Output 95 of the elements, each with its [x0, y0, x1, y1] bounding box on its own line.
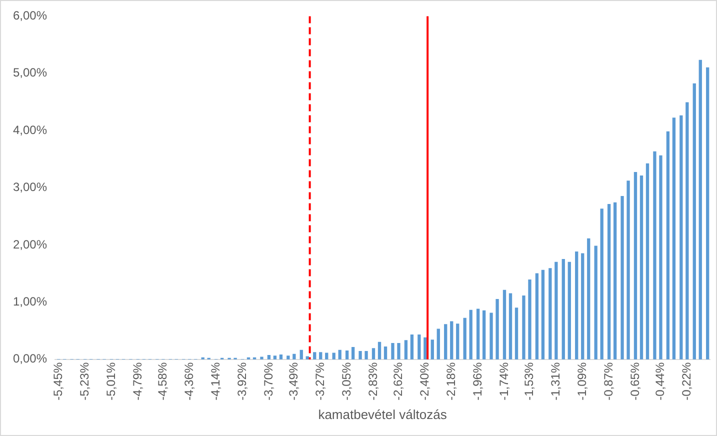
x-tick-label: -3,49%: [286, 362, 300, 400]
x-tick-label: -3,05%: [339, 362, 354, 400]
x-tick-label: -0,44%: [653, 362, 668, 400]
bar: [430, 340, 434, 360]
bar: [378, 342, 382, 360]
bar: [496, 298, 499, 360]
x-tick-label: -5,01%: [104, 362, 118, 400]
x-tick-label: -4,58%: [156, 362, 170, 400]
bar: [666, 131, 670, 360]
x-tick-label: -0,22%: [679, 362, 694, 400]
bar: [469, 310, 472, 360]
bar: [653, 151, 656, 360]
x-tick-label: -1,09%: [574, 362, 589, 400]
y-tick-label: 1,00%: [12, 294, 48, 308]
bar: [680, 115, 683, 360]
y-tick-label: 6,00%: [12, 8, 48, 23]
bar: [548, 268, 552, 360]
x-tick-label: -4,79%: [130, 362, 144, 400]
x-tick-label: -1,53%: [522, 362, 536, 400]
bar: [397, 343, 400, 360]
bar: [358, 351, 362, 360]
bar: [345, 350, 349, 360]
bar: [634, 172, 638, 360]
bar: [372, 348, 376, 360]
x-tick-label: -1,74%: [496, 362, 511, 400]
bar: [640, 175, 644, 360]
bar: [613, 202, 617, 360]
bar: [581, 253, 584, 360]
bar: [568, 262, 571, 360]
x-axis-title: kamatbevétel változás: [318, 406, 448, 422]
bar: [476, 308, 480, 360]
bar: [620, 196, 624, 360]
bar: [508, 293, 512, 360]
bar: [554, 262, 558, 360]
bar: [672, 118, 676, 360]
x-tick-label: -3,70%: [261, 362, 276, 400]
bar: [391, 343, 394, 360]
y-tick-label: 5,00%: [12, 66, 48, 80]
x-tick-label: -0,87%: [601, 362, 616, 400]
bar: [313, 352, 316, 360]
bar: [587, 238, 590, 360]
x-tick-label: -2,40%: [417, 362, 432, 400]
bar: [600, 208, 604, 360]
x-tick-label: -0,65%: [628, 362, 642, 400]
x-tick-label: -4,36%: [182, 362, 196, 400]
bar: [418, 334, 421, 360]
bar: [300, 350, 303, 360]
bar: [646, 163, 650, 360]
x-tick-label: -3,92%: [234, 362, 249, 400]
bar: [306, 356, 309, 360]
bar: [364, 351, 368, 360]
bar: [286, 356, 290, 360]
bar: [450, 321, 454, 360]
bar: [444, 324, 448, 360]
bar: [659, 155, 662, 360]
bar: [292, 354, 296, 360]
x-tick-label: -2,83%: [366, 362, 380, 400]
bar: [594, 246, 598, 360]
x-tick-label: -1,96%: [470, 362, 484, 400]
bar: [490, 312, 493, 360]
x-tick-label: -5,45%: [50, 362, 65, 400]
x-tick-label: -1,31%: [548, 362, 562, 400]
bar: [410, 334, 414, 360]
bar: [456, 324, 460, 360]
bar: [535, 273, 539, 360]
bar: [541, 270, 545, 360]
bar: [384, 346, 388, 360]
bar: [319, 352, 322, 360]
bar: [686, 102, 689, 360]
x-tick-label: -3,27%: [312, 362, 327, 400]
bar: [528, 280, 532, 360]
y-tick-label: 2,00%: [12, 237, 48, 252]
bar: [692, 83, 696, 360]
bar: [436, 328, 440, 360]
bar: [522, 296, 526, 360]
bar: [351, 347, 355, 360]
y-tick-label: 0,00%: [12, 352, 48, 366]
bar: [562, 258, 565, 360]
y-tick-label: 4,00%: [12, 122, 48, 137]
x-tick-label: -5,23%: [77, 362, 92, 400]
x-tick-label: -2,18%: [444, 362, 458, 400]
x-tick-label: -2,62%: [391, 362, 406, 400]
x-tick-label: -4,14%: [208, 362, 222, 400]
bar: [502, 290, 506, 360]
bar: [706, 67, 710, 360]
bar: [514, 308, 518, 360]
y-tick-label: 3,00%: [12, 180, 48, 194]
bar: [463, 318, 466, 360]
bar: [482, 310, 486, 360]
bar: [338, 350, 342, 360]
bar: [626, 180, 630, 360]
bar: [575, 252, 578, 360]
bar: [698, 60, 702, 360]
bar: [607, 204, 611, 360]
bar: [404, 340, 408, 360]
